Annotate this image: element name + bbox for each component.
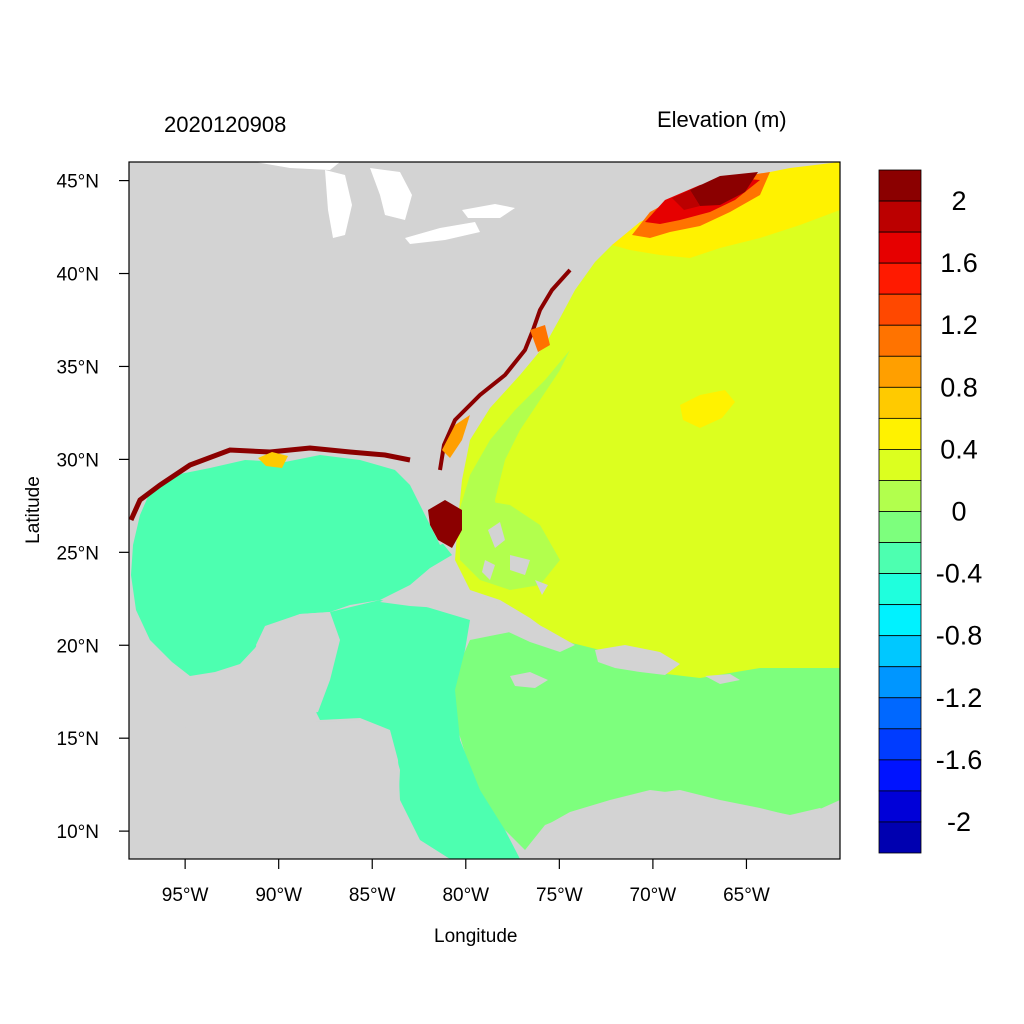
colorbar-label: -0.4: [936, 559, 983, 589]
colorbar-label: -0.8: [936, 621, 983, 651]
colorbar-swatch: [878, 759, 922, 792]
gulf-of-maine-rim: [672, 190, 700, 210]
cuba-land: [380, 588, 575, 652]
south-florida-surge: [428, 500, 462, 548]
colorbar-label: -1.2: [936, 683, 983, 713]
colorbar-swatch: [878, 666, 922, 699]
bahamas-islands: [482, 522, 548, 595]
x-tick-label: 90°W: [255, 885, 302, 906]
puerto-rico-land: [705, 674, 740, 684]
us-coast-surge: [438, 268, 572, 471]
colorbar-swatch: [878, 573, 922, 606]
colorbar-swatch: [878, 697, 922, 730]
colorbar-label: 0: [951, 497, 966, 527]
x-tick-label: 65°W: [723, 885, 770, 906]
yucatan-land: [256, 612, 340, 716]
south-america-land: [525, 790, 840, 859]
atlantic-eddy: [680, 390, 735, 428]
date-stamp: 2020120908: [164, 112, 287, 137]
lake-huron: [370, 168, 412, 220]
y-tick-label: 20°N: [57, 636, 99, 657]
x-tick-label: 80°W: [442, 885, 489, 906]
colorbar-swatch: [878, 604, 922, 637]
colorbar-swatch: [878, 542, 922, 574]
x-tick-label: 95°W: [162, 885, 209, 906]
y-tick-label: 25°N: [57, 543, 99, 564]
colorbar-swatch: [878, 169, 922, 202]
colorbar-label: 1.2: [940, 310, 978, 340]
y-tick-label: 40°N: [57, 265, 99, 286]
colorbar-swatch: [878, 200, 922, 233]
colorbar: 2 1.6 1.2 0.8 0.4 0 -0.4 -0.8 -1.2 -1.6 -2: [878, 169, 983, 854]
chesapeake-surge: [530, 325, 550, 352]
x-axis-ticks: 95°W 90°W 85°W 80°W 75°W 70°W 65°W: [162, 859, 770, 906]
x-axis-title: Longitude: [434, 926, 518, 947]
y-tick-label: 15°N: [57, 729, 99, 750]
x-tick-label: 85°W: [349, 885, 396, 906]
y-tick-label: 35°N: [57, 357, 99, 378]
colorbar-swatch: [878, 355, 922, 388]
lake-ontario: [462, 204, 515, 218]
colorbar-swatch: [878, 821, 922, 854]
colorbar-label: 0.4: [940, 434, 978, 464]
caribbean-sea-region: [452, 630, 840, 850]
y-axis-ticks: 45°N 40°N 35°N 30°N 25°N 20°N 15°N 10°N: [57, 172, 129, 843]
gulf-of-maine-darkred: [690, 172, 758, 206]
colorbar-label: -2: [947, 807, 971, 837]
colorbar-label: -1.6: [936, 745, 983, 775]
colorbar-label: 2: [951, 186, 966, 216]
lake-superior: [255, 162, 340, 170]
colorbar-swatch: [878, 511, 922, 543]
colorbar-swatch: [878, 635, 922, 668]
lake-michigan: [325, 170, 352, 238]
colorbar-swatch: [878, 386, 922, 419]
colorbar-swatch: [878, 480, 922, 512]
y-tick-label: 30°N: [57, 450, 99, 471]
jamaica-land: [510, 672, 548, 688]
y-tick-label: 10°N: [57, 822, 99, 843]
x-tick-label: 75°W: [536, 885, 583, 906]
hispaniola-land: [595, 645, 680, 675]
colorbar-swatch: [878, 231, 922, 264]
colorbar-swatch: [878, 324, 922, 357]
georgia-coast-band: [442, 415, 470, 458]
plot-frame: [128, 161, 841, 860]
y-tick-label: 45°N: [57, 172, 99, 193]
central-america-land: [129, 720, 440, 859]
colorbar-swatch: [878, 293, 922, 326]
colorbar-swatch: [878, 728, 922, 761]
gulf-of-mexico-region: [131, 455, 452, 676]
colorbar-label: 0.8: [940, 372, 978, 402]
x-tick-label: 70°W: [630, 885, 677, 906]
colorbar-swatch: [878, 417, 922, 450]
gulf-coast-surge: [129, 445, 411, 522]
mississippi-delta-surge: [258, 452, 288, 468]
western-caribbean-region: [310, 600, 520, 859]
colorbar-label: 1.6: [940, 248, 978, 278]
field-title: Elevation (m): [657, 107, 787, 132]
colorbar-swatch: [878, 262, 922, 295]
map-field: [129, 162, 840, 859]
colorbar-swatch: [878, 449, 922, 481]
colorbar-swatch: [878, 790, 922, 823]
lake-erie: [405, 222, 480, 244]
